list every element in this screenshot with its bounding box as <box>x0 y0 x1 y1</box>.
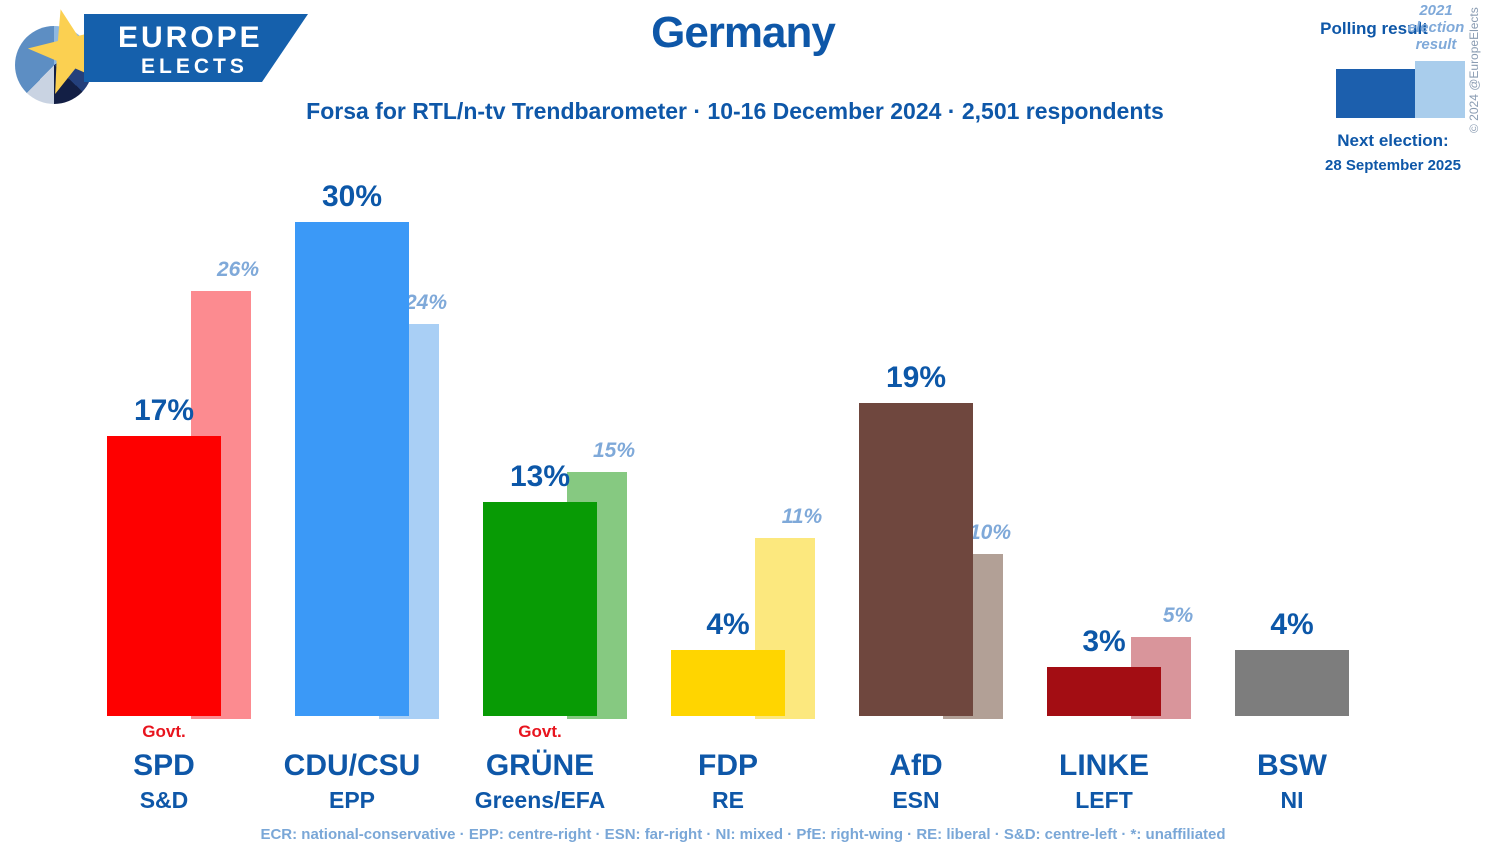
party-group-label: EPP <box>328 787 376 813</box>
election-2021-value-label: 5% <box>1162 604 1194 627</box>
party-name-label: FDP <box>698 749 758 782</box>
polling-bar <box>859 403 973 716</box>
party-name-label: CDU/CSU <box>283 749 421 782</box>
party-group-label: NI <box>1280 787 1304 813</box>
polling-bar <box>671 650 785 716</box>
polling-value-label: 4% <box>706 608 750 641</box>
polling-value-label: 19% <box>885 361 947 394</box>
polling-bar <box>483 502 597 716</box>
party-group-label: Greens/EFA <box>474 787 606 813</box>
polling-value-label: 13% <box>509 460 571 493</box>
polling-value-label: 30% <box>321 180 383 213</box>
polling-bar <box>1047 667 1161 716</box>
legend-swatch-polling <box>1336 69 1415 118</box>
party-name-label: AfD <box>889 749 943 782</box>
polling-value-label: 4% <box>1270 608 1314 641</box>
polling-value-label: 17% <box>133 394 195 427</box>
legend-polling-label: Polling result <box>1320 19 1428 38</box>
legend-swatch-2021 <box>1415 61 1465 118</box>
party-group-label: ESN <box>892 787 940 813</box>
legend-2021-label: 2021 election result <box>1407 2 1465 53</box>
party-group-label: RE <box>712 787 744 813</box>
govt-badge: Govt. <box>518 722 562 741</box>
election-2021-value-label: 11% <box>781 505 823 528</box>
logo-text-europe: EUROPE <box>118 21 263 54</box>
party-name-label: LINKE <box>1059 749 1149 782</box>
group-abbreviation-legend: ECR: national-conservative · EPP: centre… <box>260 826 1226 843</box>
next-election-date: 28 September 2025 <box>1325 157 1461 174</box>
next-election-label: Next election: <box>1337 131 1449 150</box>
polling-bar <box>107 436 221 716</box>
party-name-label: BSW <box>1257 749 1327 782</box>
polling-bar <box>295 222 409 716</box>
polling-value-label: 3% <box>1082 625 1126 658</box>
party-name-label: GRÜNE <box>485 749 595 782</box>
election-2021-value-label: 24% <box>404 291 448 314</box>
election-2021-value-label: 26% <box>216 258 260 281</box>
election-2021-value-label: 15% <box>592 439 636 462</box>
election-2021-value-label: 10% <box>968 521 1012 544</box>
logo-text-elects: ELECTS <box>141 55 248 78</box>
party-group-label: S&D <box>139 787 189 813</box>
polling-bar <box>1235 650 1349 716</box>
party-group-label: LEFT <box>1075 787 1133 813</box>
poll-subtitle: Forsa for RTL/n-tv Trendbarometer · 10-1… <box>306 98 1164 124</box>
govt-badge: Govt. <box>142 722 186 741</box>
page-title: Germany <box>651 8 836 57</box>
party-name-label: SPD <box>133 749 195 782</box>
